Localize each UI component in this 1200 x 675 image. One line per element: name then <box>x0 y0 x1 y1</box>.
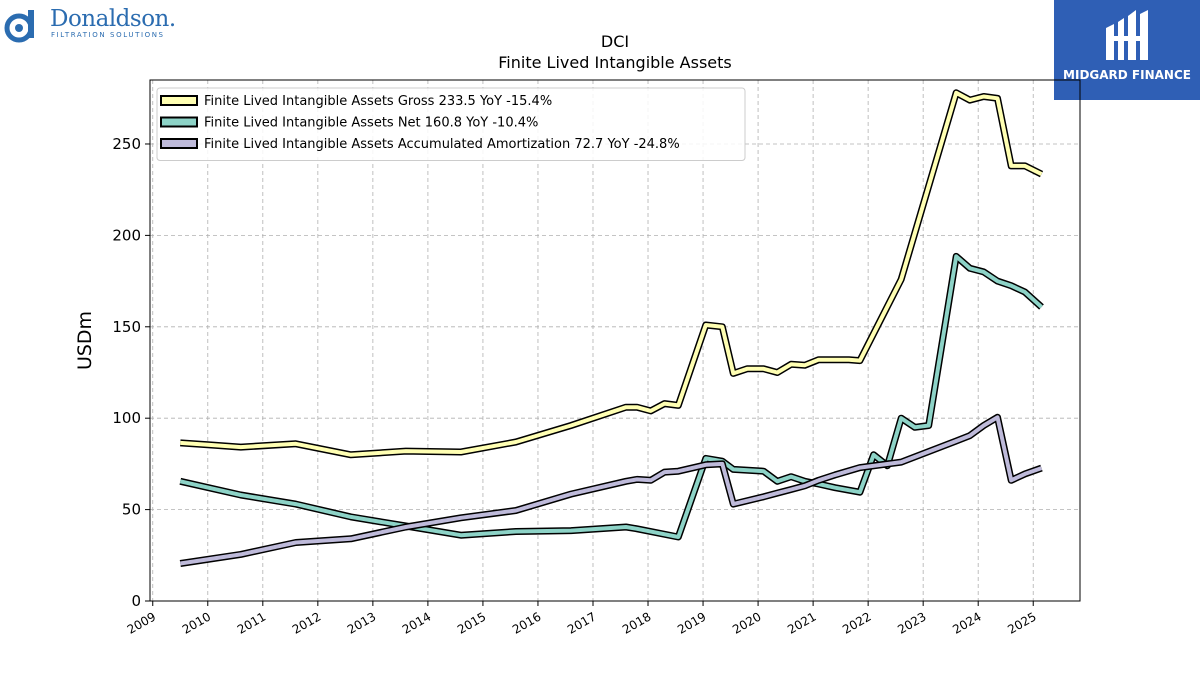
y-tick-label: 0 <box>131 592 141 610</box>
x-tick-label: 2013 <box>345 609 378 636</box>
x-tick-label: 2022 <box>840 609 873 636</box>
y-tick-label: 50 <box>122 501 141 519</box>
donaldson-name: Donaldson. <box>50 6 176 32</box>
legend-swatch-2 <box>160 116 198 128</box>
legend-swatch-1 <box>160 95 198 106</box>
x-tick-label: 2020 <box>730 609 763 636</box>
x-tick-label: 2009 <box>125 609 158 636</box>
donaldson-logo: Donaldson. FILTRATION SOLUTIONS <box>4 4 176 46</box>
x-tick-label: 2021 <box>785 609 818 636</box>
donaldson-emblem-icon <box>4 10 34 43</box>
midgard-wordmark: MIDGARD FINANCE <box>1063 68 1191 82</box>
x-tick-label: 2025 <box>1005 609 1038 636</box>
y-axis-label: USDm <box>74 311 96 370</box>
donaldson-tagline: FILTRATION SOLUTIONS <box>51 31 165 39</box>
series-outline-2 <box>179 252 1044 541</box>
series-line-1 <box>180 90 1043 457</box>
midgard-emblem-icon <box>1106 10 1148 60</box>
x-tick-label: 2018 <box>620 609 653 636</box>
midgard-finance-logo: MIDGARD FINANCE <box>1054 0 1200 100</box>
legend-box <box>156 87 746 161</box>
x-tick-label: 2015 <box>455 609 488 636</box>
x-tick-label: 2014 <box>400 609 433 636</box>
y-tick-label: 250 <box>112 135 141 153</box>
legend-swatch-3 <box>160 138 198 149</box>
x-tick-label: 2024 <box>950 609 983 636</box>
x-tick-label: 2012 <box>290 609 323 636</box>
series-line-2 <box>179 254 1043 539</box>
x-tick-label: 2016 <box>510 609 543 636</box>
series-line-3 <box>180 415 1043 566</box>
y-tick-label: 100 <box>112 409 141 427</box>
legend-entry-1: Finite Lived Intangible Assets Gross 233… <box>204 94 552 109</box>
x-tick-label: 2011 <box>235 609 268 636</box>
legend-entry-2: Finite Lived Intangible Assets Net 160.8… <box>204 116 538 131</box>
plot-frame <box>149 79 1081 602</box>
y-tick-label: 200 <box>112 226 141 244</box>
x-tick-label: 2019 <box>675 609 708 636</box>
x-tick-label: 2023 <box>895 609 928 636</box>
chart-title: DCI <box>600 32 630 51</box>
x-tick-label: 2017 <box>565 609 598 636</box>
y-tick-label: 150 <box>112 318 141 336</box>
legend-entry-3: Finite Lived Intangible Assets Accumulat… <box>204 137 680 152</box>
x-tick-label: 2010 <box>180 609 213 636</box>
chart-subtitle: Finite Lived Intangible Assets <box>498 53 732 72</box>
